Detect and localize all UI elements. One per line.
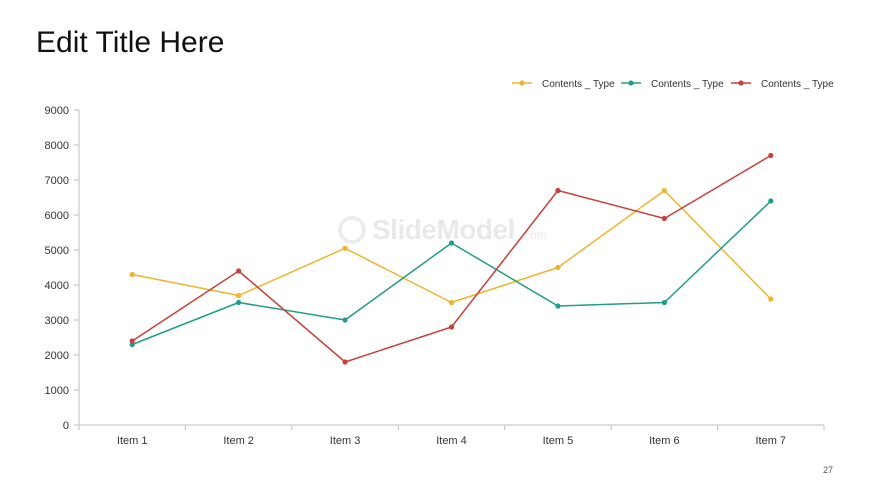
x-tick-label: Item 4 xyxy=(436,435,467,447)
series-3-point xyxy=(448,324,455,330)
series-3-point xyxy=(342,359,348,365)
y-tick-label: 6000 xyxy=(45,210,69,222)
y-tick-label: 2000 xyxy=(45,350,69,362)
series-3-point xyxy=(129,338,135,344)
series-line-3 xyxy=(131,154,772,363)
series-3-point xyxy=(236,268,242,274)
series-1-point xyxy=(555,264,561,271)
series-1-point xyxy=(129,271,135,278)
watermark-icon xyxy=(338,216,366,244)
legend-marker-3 xyxy=(738,80,744,86)
legend-label-3: Contents _ Type xyxy=(761,79,834,90)
series-3-point xyxy=(768,152,774,159)
legend-marker-1 xyxy=(519,80,525,86)
series-1-point xyxy=(236,292,242,299)
series-2-point xyxy=(236,299,242,306)
legend-label-1: Contents _ Type xyxy=(542,79,615,90)
series-3-point xyxy=(555,187,561,194)
slide-number: 27 xyxy=(823,465,834,475)
y-tick-label: 3000 xyxy=(45,315,69,327)
series-2-point xyxy=(448,240,455,246)
x-tick-label: Item 2 xyxy=(223,435,254,447)
watermark-text: SlideModel xyxy=(372,214,515,245)
x-tick-label: Item 3 xyxy=(330,435,361,447)
series-1-point xyxy=(661,187,667,194)
slide-title: Edit Title Here xyxy=(36,26,225,59)
watermark-logo: SlideModel .com xyxy=(338,214,547,246)
series-3-point xyxy=(661,215,667,222)
series-line-1 xyxy=(132,189,772,304)
y-tick-label: 5000 xyxy=(45,245,69,257)
series-2-point xyxy=(768,198,774,204)
y-tick-label: 9000 xyxy=(45,105,69,117)
series-1-point xyxy=(768,296,774,302)
series-1-point xyxy=(342,245,348,251)
y-tick-label: 7000 xyxy=(45,175,69,187)
y-tick-label: 4000 xyxy=(45,280,69,292)
y-tick-label: 0 xyxy=(63,420,69,432)
y-tick-label: 1000 xyxy=(45,385,69,397)
x-tick-label: Item 1 xyxy=(117,435,148,447)
y-tick-label: 8000 xyxy=(45,140,69,152)
x-tick-label: Item 5 xyxy=(543,435,574,447)
series-2-point xyxy=(661,299,667,306)
series-2-point xyxy=(555,303,561,309)
x-tick-label: Item 6 xyxy=(649,435,680,447)
series-line-2 xyxy=(131,200,772,346)
legend-marker-2 xyxy=(628,80,634,86)
legend-label-2: Contents _ Type xyxy=(651,79,724,90)
watermark-suffix: .com xyxy=(520,228,547,242)
series-1-point xyxy=(448,299,455,306)
series-2-point xyxy=(342,317,348,323)
x-tick-label: Item 7 xyxy=(755,435,786,447)
